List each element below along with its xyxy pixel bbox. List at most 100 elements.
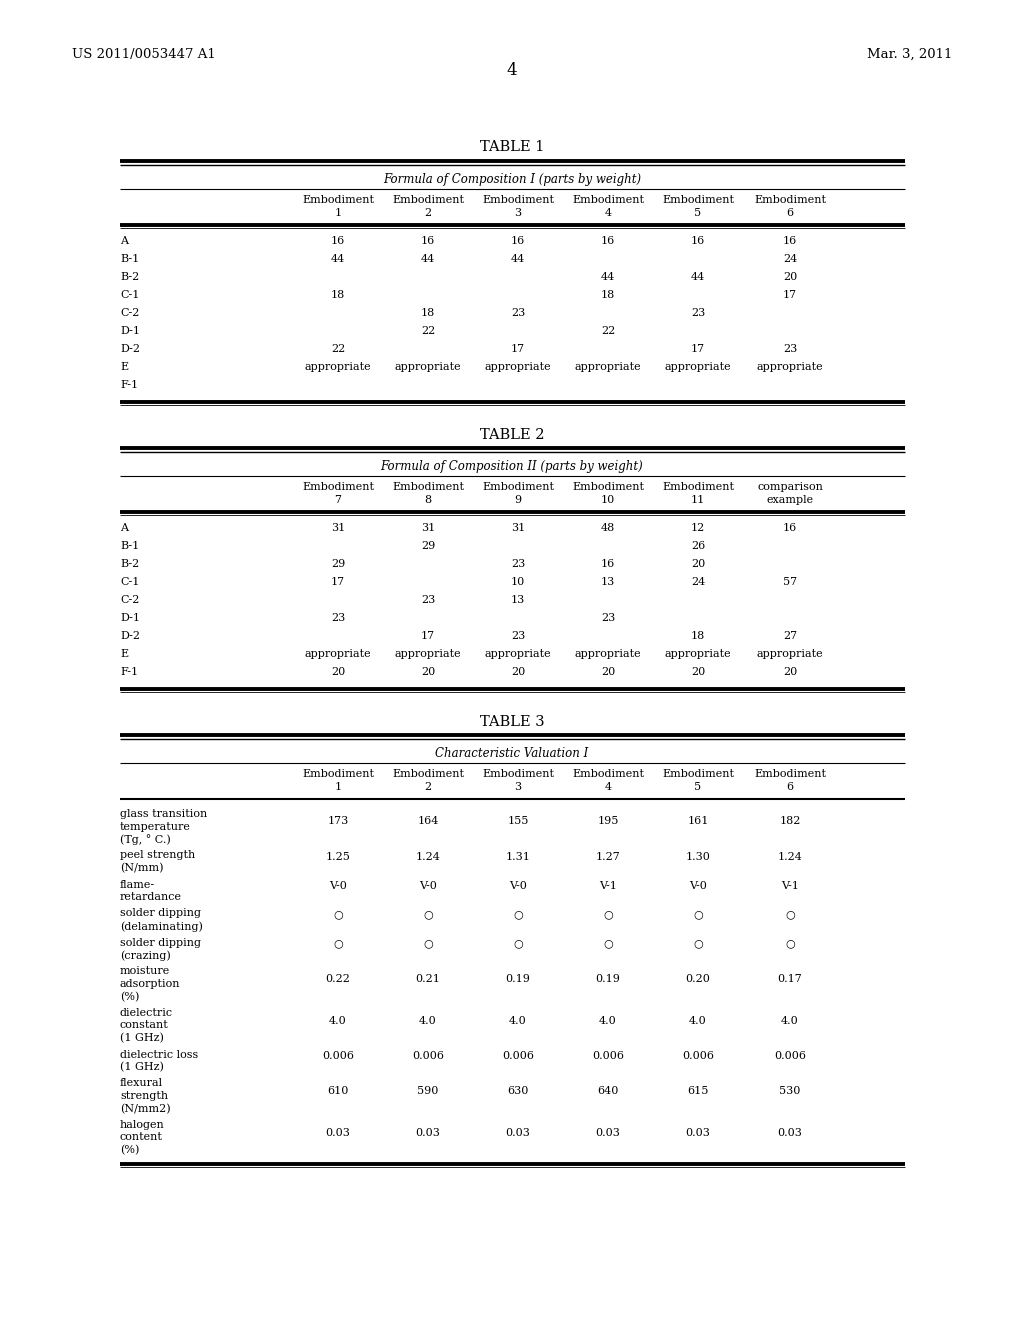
Text: (1 GHz): (1 GHz) — [120, 1034, 164, 1043]
Text: retardance: retardance — [120, 892, 182, 902]
Text: appropriate: appropriate — [305, 362, 372, 372]
Text: (%): (%) — [120, 1144, 139, 1155]
Text: 195: 195 — [597, 817, 618, 826]
Text: 27: 27 — [783, 631, 797, 642]
Text: constant: constant — [120, 1020, 169, 1031]
Text: 610: 610 — [328, 1086, 349, 1096]
Text: 16: 16 — [511, 236, 525, 246]
Text: 20: 20 — [783, 667, 797, 677]
Text: 1.25: 1.25 — [326, 851, 350, 862]
Text: ○: ○ — [423, 939, 433, 949]
Text: D-2: D-2 — [120, 345, 140, 354]
Text: C-1: C-1 — [120, 290, 139, 300]
Text: 0.03: 0.03 — [596, 1127, 621, 1138]
Text: appropriate: appropriate — [484, 362, 551, 372]
Text: 640: 640 — [597, 1086, 618, 1096]
Text: B-1: B-1 — [120, 541, 139, 550]
Text: 23: 23 — [691, 308, 706, 318]
Text: TABLE 3: TABLE 3 — [479, 715, 545, 729]
Text: 7: 7 — [335, 495, 341, 506]
Text: 10: 10 — [511, 577, 525, 587]
Text: 615: 615 — [687, 1086, 709, 1096]
Text: 20: 20 — [421, 667, 435, 677]
Text: V-0: V-0 — [509, 880, 527, 891]
Text: 20: 20 — [691, 667, 706, 677]
Text: F-1: F-1 — [120, 667, 138, 677]
Text: 4.0: 4.0 — [689, 1015, 707, 1026]
Text: 0.22: 0.22 — [326, 974, 350, 983]
Text: 8: 8 — [424, 495, 431, 506]
Text: 12: 12 — [691, 523, 706, 533]
Text: 2: 2 — [424, 209, 431, 218]
Text: 0.006: 0.006 — [774, 1051, 806, 1061]
Text: 13: 13 — [511, 595, 525, 605]
Text: moisture: moisture — [120, 966, 170, 977]
Text: ○: ○ — [785, 939, 795, 949]
Text: comparison: comparison — [757, 482, 823, 492]
Text: D-2: D-2 — [120, 631, 140, 642]
Text: 16: 16 — [783, 523, 797, 533]
Text: ○: ○ — [603, 939, 613, 949]
Text: A: A — [120, 523, 128, 533]
Text: dielectric loss: dielectric loss — [120, 1049, 199, 1060]
Text: 0.19: 0.19 — [596, 974, 621, 983]
Text: 31: 31 — [331, 523, 345, 533]
Text: appropriate: appropriate — [574, 649, 641, 659]
Text: 6: 6 — [786, 209, 794, 218]
Text: Embodiment: Embodiment — [482, 482, 554, 492]
Text: Embodiment: Embodiment — [302, 482, 374, 492]
Text: temperature: temperature — [120, 821, 190, 832]
Text: D-1: D-1 — [120, 612, 140, 623]
Text: 1.30: 1.30 — [685, 851, 711, 862]
Text: A: A — [120, 236, 128, 246]
Text: Embodiment: Embodiment — [754, 195, 826, 205]
Text: 31: 31 — [511, 523, 525, 533]
Text: (1 GHz): (1 GHz) — [120, 1063, 164, 1072]
Text: (delaminating): (delaminating) — [120, 921, 203, 932]
Text: 3: 3 — [514, 781, 521, 792]
Text: 22: 22 — [331, 345, 345, 354]
Text: appropriate: appropriate — [574, 362, 641, 372]
Text: solder dipping: solder dipping — [120, 937, 201, 948]
Text: 48: 48 — [601, 523, 615, 533]
Text: Embodiment: Embodiment — [662, 770, 734, 779]
Text: 4: 4 — [604, 209, 611, 218]
Text: Formula of Composition I (parts by weight): Formula of Composition I (parts by weigh… — [383, 173, 641, 186]
Text: appropriate: appropriate — [484, 649, 551, 659]
Text: 0.006: 0.006 — [592, 1051, 624, 1061]
Text: V-0: V-0 — [689, 880, 707, 891]
Text: 24: 24 — [783, 253, 797, 264]
Text: ○: ○ — [785, 909, 795, 920]
Text: 13: 13 — [601, 577, 615, 587]
Text: 44: 44 — [331, 253, 345, 264]
Text: 16: 16 — [601, 236, 615, 246]
Text: Embodiment: Embodiment — [482, 195, 554, 205]
Text: 44: 44 — [601, 272, 615, 282]
Text: Embodiment: Embodiment — [302, 195, 374, 205]
Text: 530: 530 — [779, 1086, 801, 1096]
Text: appropriate: appropriate — [394, 362, 462, 372]
Text: 20: 20 — [691, 558, 706, 569]
Text: peel strength: peel strength — [120, 850, 196, 861]
Text: 182: 182 — [779, 817, 801, 826]
Text: 18: 18 — [691, 631, 706, 642]
Text: 1.24: 1.24 — [777, 851, 803, 862]
Text: 17: 17 — [421, 631, 435, 642]
Text: appropriate: appropriate — [757, 362, 823, 372]
Text: 4.0: 4.0 — [599, 1015, 616, 1026]
Text: 17: 17 — [511, 345, 525, 354]
Text: F-1: F-1 — [120, 380, 138, 389]
Text: appropriate: appropriate — [757, 649, 823, 659]
Text: Embodiment: Embodiment — [572, 770, 644, 779]
Text: ○: ○ — [693, 939, 702, 949]
Text: D-1: D-1 — [120, 326, 140, 337]
Text: 29: 29 — [421, 541, 435, 550]
Text: 0.03: 0.03 — [506, 1127, 530, 1138]
Text: 16: 16 — [331, 236, 345, 246]
Text: 4.0: 4.0 — [781, 1015, 799, 1026]
Text: 1.24: 1.24 — [416, 851, 440, 862]
Text: 0.006: 0.006 — [502, 1051, 534, 1061]
Text: 16: 16 — [601, 558, 615, 569]
Text: 4: 4 — [507, 62, 517, 79]
Text: E: E — [120, 362, 128, 372]
